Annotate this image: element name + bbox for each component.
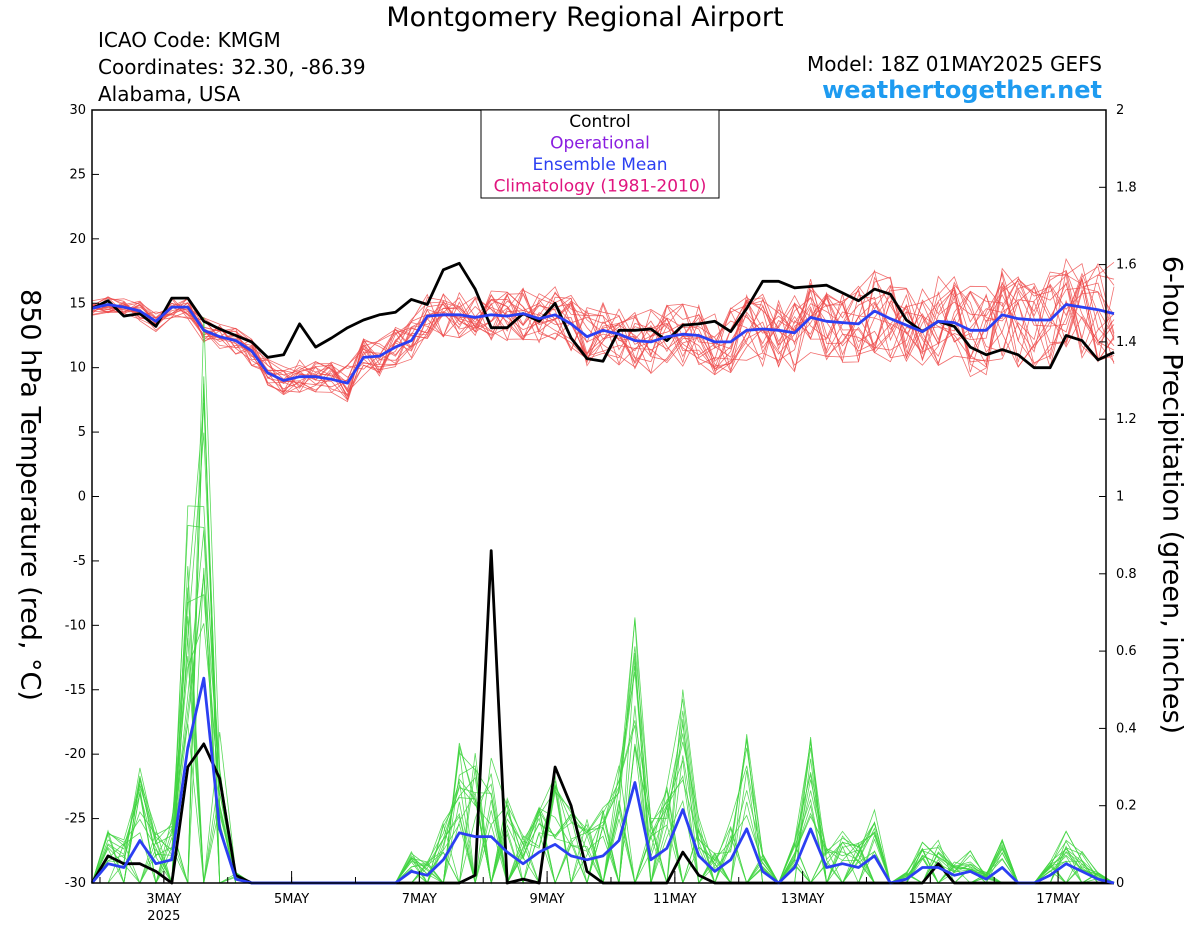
region: Alabama, USA: [98, 82, 241, 106]
temperature-member-line: [91, 283, 1115, 395]
x-tick-label: 15MAY: [909, 892, 953, 907]
right-tick-label: 1: [1116, 490, 1124, 505]
right-tick-label: 1.8: [1116, 180, 1137, 195]
right-tick-label: 2: [1116, 103, 1124, 118]
x-tick-label: 11MAY: [653, 892, 697, 907]
left-tick-label: -5: [73, 554, 86, 569]
left-tick-label: -10: [65, 618, 86, 633]
left-tick-label: 30: [69, 103, 86, 118]
precip-member-line: [91, 594, 1115, 885]
x-tick-label: 5MAY: [274, 892, 309, 907]
precip-member-line: [91, 619, 1115, 885]
precip-member-line: [91, 316, 1115, 885]
right-tick-label: 0.2: [1116, 799, 1137, 814]
temperature-member-line: [91, 263, 1115, 397]
right-tick-label: 1.6: [1116, 258, 1137, 273]
left-tick-label: -25: [65, 812, 86, 827]
precip-member-line: [91, 587, 1115, 885]
legend-entry: Control: [569, 112, 630, 132]
temperature-member-line: [91, 261, 1115, 393]
right-tick-label: 0.4: [1116, 721, 1137, 736]
temperature-member-line: [91, 263, 1115, 394]
x-tick-label: 13MAY: [781, 892, 825, 907]
x-tick-label: 3MAY: [146, 892, 181, 907]
left-tick-label: -30: [65, 876, 86, 891]
legend-entry: Ensemble Mean: [532, 155, 667, 175]
temperature-member-line: [91, 277, 1115, 401]
precip-member-line: [91, 616, 1114, 885]
chart-title: Montgomery Regional Airport: [386, 2, 784, 33]
right-tick-label: 0.8: [1116, 567, 1137, 582]
left-tick-label: 20: [69, 232, 86, 247]
x-tick-label: 17MAY: [1036, 892, 1080, 907]
right-tick-label: 1.2: [1116, 412, 1137, 427]
right-tick-label: 1.4: [1116, 335, 1137, 350]
x-tick-year-label: 2025: [147, 909, 180, 924]
x-tick-label: 7MAY: [402, 892, 437, 907]
left-tick-label: 0: [78, 490, 86, 505]
precip-member-line: [91, 530, 1115, 885]
precip-member-line: [91, 432, 1115, 884]
left-tick-label: -15: [65, 683, 86, 698]
precip-member-line: [91, 623, 1114, 885]
precip-member-line: [92, 388, 1115, 885]
ensemble-mean-precipitation-line: [90, 676, 1115, 885]
x-tick-label: 9MAY: [529, 892, 564, 907]
right-axis-ticks: 2 1.8 1.6 1.4 1.2 1 0.8 0.6 0.4 0.2 0: [1099, 103, 1137, 891]
website-link[interactable]: weathertogether.net: [822, 76, 1102, 104]
control-precipitation-line: [90, 549, 1114, 885]
plot-frame: [91, 109, 1107, 884]
left-tick-label: 5: [78, 425, 86, 440]
right-tick-label: 0.6: [1116, 644, 1137, 659]
icao-code: ICAO Code: KMGM: [98, 28, 281, 52]
left-tick-label: 10: [69, 361, 86, 376]
coordinates: Coordinates: 32.30, -86.39: [98, 55, 366, 79]
x-axis-ticks: 3MAY 2025 5MAY 7MAY 9MAY 11MAY 13MAY 15MAY 17MAY: [99, 871, 1080, 924]
precip-member-line: [92, 376, 1114, 885]
left-tick-label: -20: [65, 747, 86, 762]
left-tick-label: 15: [69, 296, 86, 311]
temperature-member-line: [91, 269, 1115, 403]
temperature-member-line: [91, 272, 1115, 383]
legend-box: [480, 109, 720, 199]
model-run: Model: 18Z 01MAY2025 GEFS: [807, 52, 1102, 76]
ensemble-mean-temperature-line: [91, 303, 1115, 385]
precip-member-line: [92, 656, 1115, 885]
left-axis-ticks: 30 25 20 15 10 5 0 -5 -10 -15 -20 -25 -30: [65, 103, 99, 891]
precip-member-lines: [91, 316, 1115, 885]
legend-entry: Climatology (1981-2010): [494, 177, 707, 197]
legend-entry: Operational: [550, 134, 650, 154]
right-tick-label: 0: [1116, 876, 1124, 891]
precip-member-line: [92, 566, 1115, 885]
precip-member-line: [92, 525, 1115, 885]
left-tick-label: 25: [69, 167, 86, 182]
